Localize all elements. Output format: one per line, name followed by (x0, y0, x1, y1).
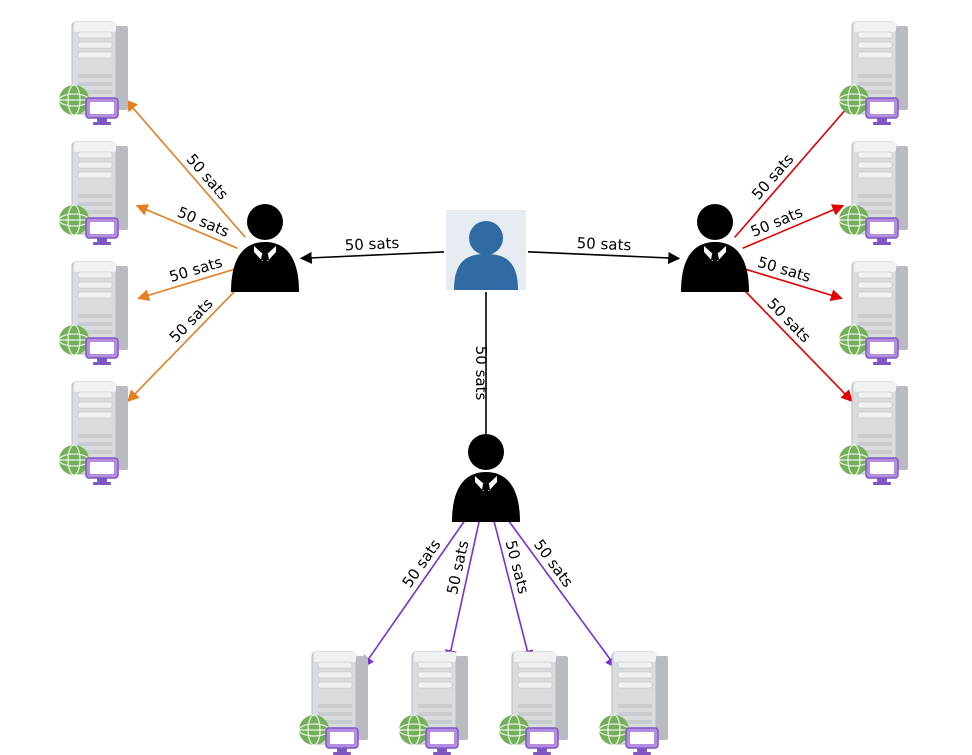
server-right-0 (839, 22, 908, 125)
server-right-1 (839, 142, 908, 245)
server-right-2 (839, 262, 908, 365)
edge-label: 50 sats (344, 234, 400, 254)
server-bottom-0 (299, 652, 368, 755)
edge-label: 50 sats (166, 294, 217, 346)
server-bottom-2 (499, 652, 568, 755)
person-left (231, 204, 299, 292)
server-bottom-1 (399, 652, 468, 755)
edge-right_person-3 (736, 282, 852, 402)
edge-label: 50 sats (183, 150, 232, 203)
person-bottom (452, 434, 520, 522)
edge-label: 50 sats (748, 203, 805, 241)
person-right (681, 204, 749, 292)
edge-label: 50 sats (748, 150, 797, 203)
avatar-center (446, 210, 526, 290)
edge-label: 50 sats (472, 346, 490, 401)
edge-label: 50 sats (763, 294, 814, 346)
edge-label: 50 sats (175, 203, 232, 241)
diagram-canvas: 50 sats50 sats50 sats50 sats50 sats50 sa… (0, 0, 972, 755)
server-left-0 (59, 22, 128, 125)
server-left-3 (59, 382, 128, 485)
edge-left_person-3 (128, 282, 244, 402)
server-left-1 (59, 142, 128, 245)
server-left-2 (59, 262, 128, 365)
edge-label: 50 sats (443, 539, 472, 596)
server-bottom-3 (599, 652, 668, 755)
edge-label: 50 sats (576, 234, 631, 254)
